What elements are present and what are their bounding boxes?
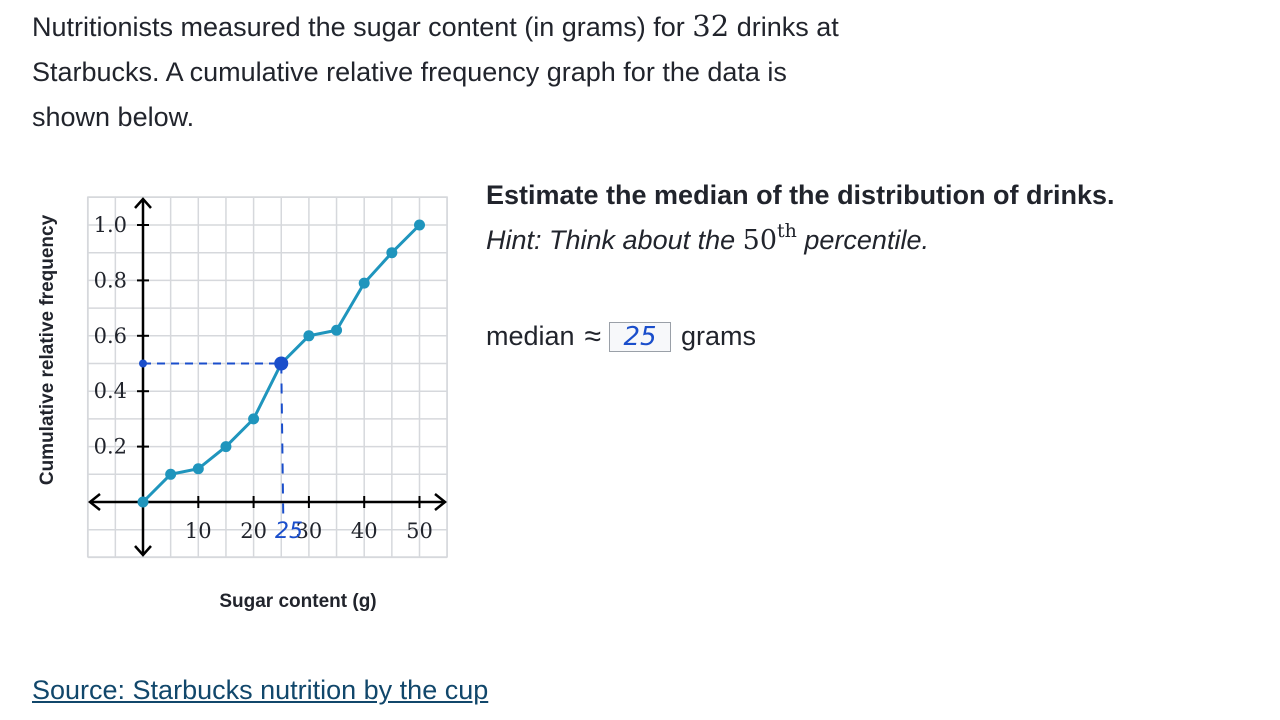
data-point — [358, 277, 370, 289]
x-tick-label: 40 — [351, 519, 378, 543]
answer-row: median ≈ 25 grams — [486, 314, 756, 359]
median-data-point — [274, 356, 289, 371]
chart-series — [137, 219, 425, 508]
data-point — [331, 324, 343, 336]
median-guide-lines — [139, 359, 285, 517]
x-tick-label: 50 — [406, 519, 433, 543]
median-vertical-guide — [280, 363, 285, 517]
y-tick-label: 0.4 — [94, 379, 127, 403]
data-point — [137, 496, 149, 508]
data-point — [220, 441, 232, 453]
y-tick-label: 0.6 — [94, 324, 127, 348]
intro-text-start: Nutritionists measured the sugar content… — [32, 12, 693, 42]
question-hint: Hint: Think about the 50th percentile. — [486, 218, 1246, 266]
problem-intro: Nutritionists measured the sugar content… — [32, 4, 932, 140]
x-axis-left-arrow — [87, 493, 101, 511]
handwritten-25-annotation: 25 — [275, 519, 303, 544]
intro-line-2: Starbucks. A cumulative relative frequen… — [32, 57, 787, 87]
x-tick-label: 10 — [185, 519, 212, 543]
question-panel: Estimate the median of the distribution … — [486, 173, 1246, 266]
data-point — [165, 468, 177, 480]
data-point — [386, 247, 398, 259]
median-answer-input[interactable]: 25 — [609, 321, 672, 352]
hint-number: 50 — [742, 225, 778, 256]
median-y-marker — [139, 359, 147, 368]
y-axis-label: Cumulative relative frequency — [37, 214, 58, 485]
hint-text-start: Hint: Think about the — [486, 225, 743, 255]
y-tick-label: 1.0 — [94, 213, 127, 237]
x-tick-label: 30 — [296, 519, 323, 543]
x-tick-label: 20 — [240, 519, 267, 543]
median-label: median — [486, 321, 575, 351]
y-tick-label: 0.2 — [94, 435, 127, 459]
intro-line-3: shown below. — [32, 102, 195, 132]
drink-count: 32 — [692, 9, 730, 43]
y-axis-top-arrow — [134, 197, 152, 209]
data-point — [192, 463, 204, 475]
chart-axes — [87, 197, 448, 557]
chart-tick-labels: 10 20 30 40 50 0.2 0.4 0.6 0.8 1.0 — [94, 213, 433, 543]
data-point — [248, 413, 260, 425]
x-axis-label: Sugar content (g) — [219, 591, 376, 612]
hint-superscript: th — [777, 220, 797, 242]
intro-text-end: drinks at — [729, 12, 839, 42]
question-title: Estimate the median of the distribution … — [486, 180, 1115, 210]
grid-border — [87, 196, 448, 558]
approx-symbol: ≈ — [584, 320, 602, 353]
y-axis-bottom-arrow — [134, 545, 152, 557]
data-point — [303, 330, 315, 342]
hint-text-end: percentile. — [796, 225, 929, 255]
x-axis-right-arrow — [434, 493, 448, 511]
unit-label: grams — [681, 321, 757, 351]
intro-line-1: Nutritionists measured the sugar content… — [32, 4, 932, 50]
source-link[interactable]: Source: Starbucks nutrition by the cup — [32, 675, 489, 705]
y-tick-label: 0.8 — [94, 268, 127, 292]
data-point — [414, 219, 425, 231]
